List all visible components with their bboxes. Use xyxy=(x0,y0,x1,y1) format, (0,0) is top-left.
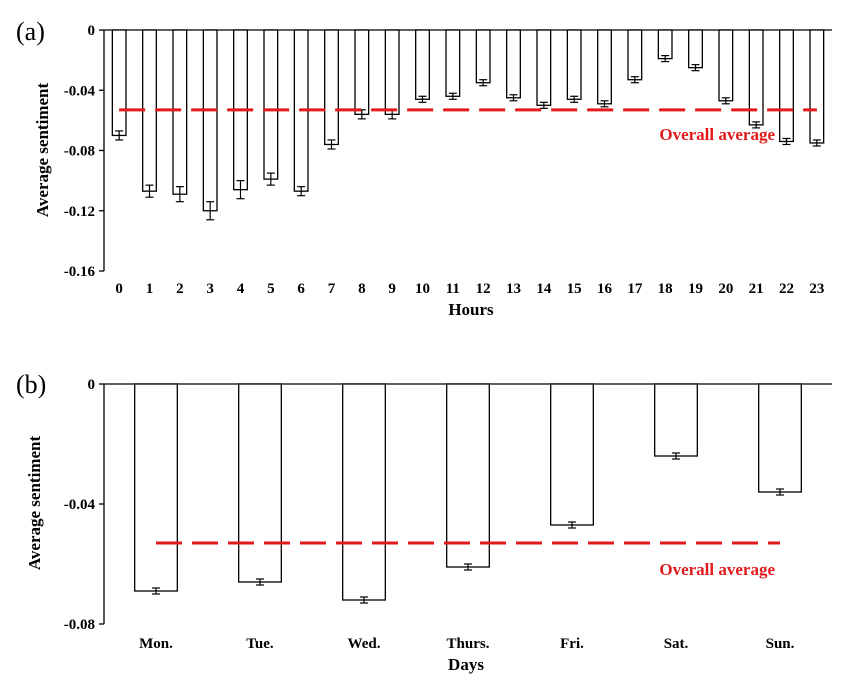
x-tick-label: Tue. xyxy=(246,636,274,652)
panel-label: (b) xyxy=(16,370,46,399)
bar xyxy=(415,29,430,100)
overall-average-label: Overall average xyxy=(659,560,775,579)
bar xyxy=(111,29,127,137)
bar xyxy=(446,383,490,568)
bar xyxy=(758,383,802,493)
bar xyxy=(342,383,386,601)
chart-panel-days: (b) Average sentiment Days 0 -0.04 -0.08 Mo… xyxy=(16,370,832,674)
x-tick-label: 18 xyxy=(658,281,673,297)
x-axis-title: Days xyxy=(448,655,484,674)
x-tick-label: 11 xyxy=(446,281,460,297)
x-tick-label: 12 xyxy=(476,281,491,297)
bar xyxy=(654,383,698,457)
bar xyxy=(779,29,794,143)
x-tick-label: Fri. xyxy=(560,636,584,652)
bar xyxy=(134,383,178,592)
bar xyxy=(657,29,673,60)
x-tick-label: Wed. xyxy=(348,636,381,652)
bar xyxy=(384,29,400,115)
x-tick-label: Mon. xyxy=(139,636,173,652)
bar xyxy=(809,29,825,144)
x-tick-label: 8 xyxy=(358,281,366,297)
x-tick-label: 15 xyxy=(567,281,582,297)
x-tick-label: Sun. xyxy=(766,636,795,652)
x-tick-label: 14 xyxy=(536,281,552,297)
bar xyxy=(172,29,188,195)
x-tick-label: 4 xyxy=(237,281,245,297)
bar xyxy=(202,29,218,212)
bar xyxy=(475,29,491,84)
x-axis-title: Hours xyxy=(448,300,494,319)
x-tick-label: 17 xyxy=(627,281,643,297)
y-axis-title: Average sentiment xyxy=(25,436,44,571)
chart-panel-hours: (a) Average sentiment Hours 0 -0.04 -0.08 -… xyxy=(16,17,832,319)
panel-label: (a) xyxy=(16,17,45,46)
y-tick-label: 0 xyxy=(88,377,96,393)
x-tick-label: 9 xyxy=(388,281,396,297)
x-tick-label: 0 xyxy=(115,281,123,297)
y-tick-label: -0.12 xyxy=(64,204,95,220)
overall-average-label: Overall average xyxy=(659,125,775,144)
bar xyxy=(550,383,594,526)
x-tick-label: 16 xyxy=(597,281,613,297)
x-tick-label: 22 xyxy=(779,281,794,297)
x-tick-label: 21 xyxy=(749,281,764,297)
x-tick-label: 20 xyxy=(718,281,733,297)
bar xyxy=(238,383,282,583)
bars xyxy=(134,383,802,604)
x-tick-label: 19 xyxy=(688,281,703,297)
bar xyxy=(718,29,734,102)
bar xyxy=(263,29,279,180)
x-tick-label: 13 xyxy=(506,281,521,297)
y-tick-label: -0.16 xyxy=(64,264,96,280)
y-tick-label: -0.08 xyxy=(64,144,95,160)
x-tick-label: 6 xyxy=(297,281,305,297)
axes: 0-0.04-0.08-0.12-0.160 1 2 3 4 5 6 7 8 9 10 11 12 13 1… xyxy=(64,23,832,297)
bar xyxy=(627,29,643,81)
bar xyxy=(445,29,461,97)
x-tick-label: Thurs. xyxy=(447,636,490,652)
x-tick-label: 1 xyxy=(146,281,154,297)
bar xyxy=(324,29,339,146)
bar xyxy=(354,29,370,115)
bar xyxy=(536,29,552,106)
x-tick-label: 10 xyxy=(415,281,430,297)
y-tick-label: -0.08 xyxy=(64,617,95,633)
bar xyxy=(566,29,582,100)
x-tick-label: 2 xyxy=(176,281,184,297)
bar xyxy=(688,29,703,69)
y-tick-label: 0 xyxy=(88,23,96,39)
x-tick-label: 7 xyxy=(328,281,336,297)
y-axis-title: Average sentiment xyxy=(33,83,52,218)
y-tick-label: -0.04 xyxy=(64,497,96,513)
x-tick-label: 3 xyxy=(206,281,214,297)
x-tick-label: Sat. xyxy=(664,636,689,652)
bars xyxy=(111,29,825,221)
x-tick-label: 23 xyxy=(809,281,824,297)
axes: 0 -0.04 -0.08 Mon. Tue. Wed. Thurs. Fri. Sat. Sun… xyxy=(64,377,832,652)
bar xyxy=(597,29,612,105)
x-tick-label: 5 xyxy=(267,281,275,297)
y-tick-label: -0.04 xyxy=(64,83,96,99)
bar xyxy=(506,29,521,99)
